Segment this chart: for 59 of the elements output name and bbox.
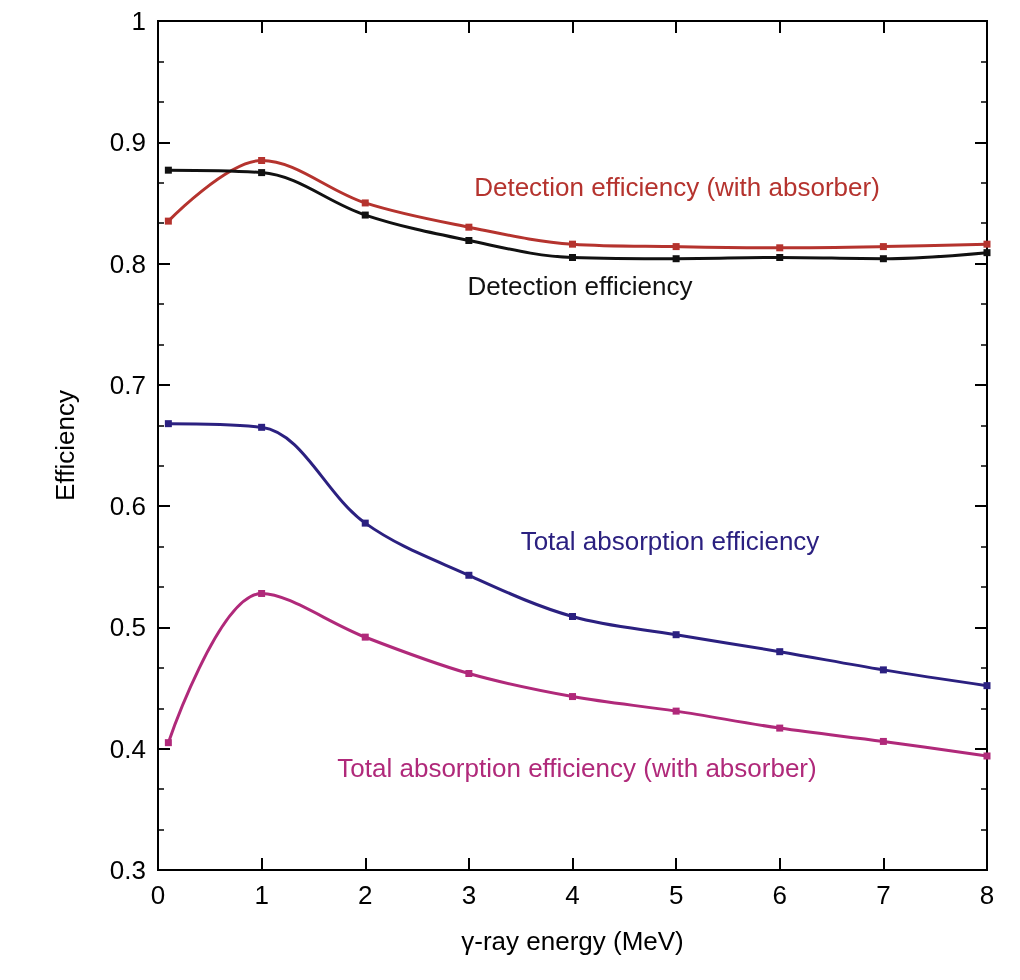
point <box>258 156 266 164</box>
x-axis-title: γ-ray energy (MeV) <box>461 926 684 956</box>
point <box>258 423 266 431</box>
point <box>879 666 887 674</box>
point <box>569 240 576 248</box>
point <box>879 737 887 745</box>
point <box>569 613 576 621</box>
y-tick-label: 0.4 <box>109 733 146 764</box>
point <box>672 255 680 263</box>
y-tick-label: 0.3 <box>109 855 146 885</box>
y-tick-label: 0.6 <box>109 491 146 522</box>
point <box>672 631 680 639</box>
y-tick-label: 0.5 <box>109 612 146 643</box>
point <box>983 682 991 690</box>
point <box>465 571 473 579</box>
point <box>258 589 266 597</box>
y-tick-label: 0.9 <box>109 127 146 158</box>
y-tick-label: 1 <box>131 6 146 36</box>
point <box>672 707 680 715</box>
x-tick-label: 8 <box>979 880 995 910</box>
point <box>361 519 369 527</box>
point <box>776 648 784 656</box>
series-label: Detection efficiency (with absorber) <box>474 172 880 202</box>
x-tick-label: 2 <box>358 880 373 910</box>
x-tick-label: 3 <box>461 880 477 910</box>
point <box>569 693 576 701</box>
y-tick-label: 0.8 <box>109 248 146 279</box>
point <box>983 240 991 248</box>
point <box>361 199 369 207</box>
x-tick-label: 1 <box>254 880 269 910</box>
x-tick-label: 6 <box>772 880 787 910</box>
point <box>164 166 172 174</box>
point <box>465 223 473 231</box>
point <box>983 752 991 760</box>
point <box>465 670 473 678</box>
series-label: Detection efficiency <box>467 271 693 301</box>
point <box>465 237 473 245</box>
y-axis-title: Efficiency <box>50 390 80 501</box>
x-tick-label: 4 <box>565 880 580 910</box>
point <box>164 420 172 428</box>
series-label: Total absorption efficiency (with absorber) <box>337 753 817 783</box>
point <box>258 169 266 177</box>
point <box>776 254 784 262</box>
point <box>672 243 680 251</box>
x-tick-label: 7 <box>876 880 891 910</box>
point <box>361 633 369 641</box>
x-tick-label: 0 <box>150 880 166 910</box>
point <box>776 244 784 252</box>
point <box>879 255 887 263</box>
y-tick-label: 0.7 <box>109 369 146 400</box>
point <box>164 217 172 225</box>
point <box>164 739 172 747</box>
x-tick-label: 5 <box>668 880 684 910</box>
point <box>983 249 991 257</box>
series-label: Total absorption efficiency <box>520 526 820 556</box>
point <box>361 211 369 219</box>
point <box>879 243 887 251</box>
point <box>776 724 784 732</box>
point <box>569 254 576 262</box>
